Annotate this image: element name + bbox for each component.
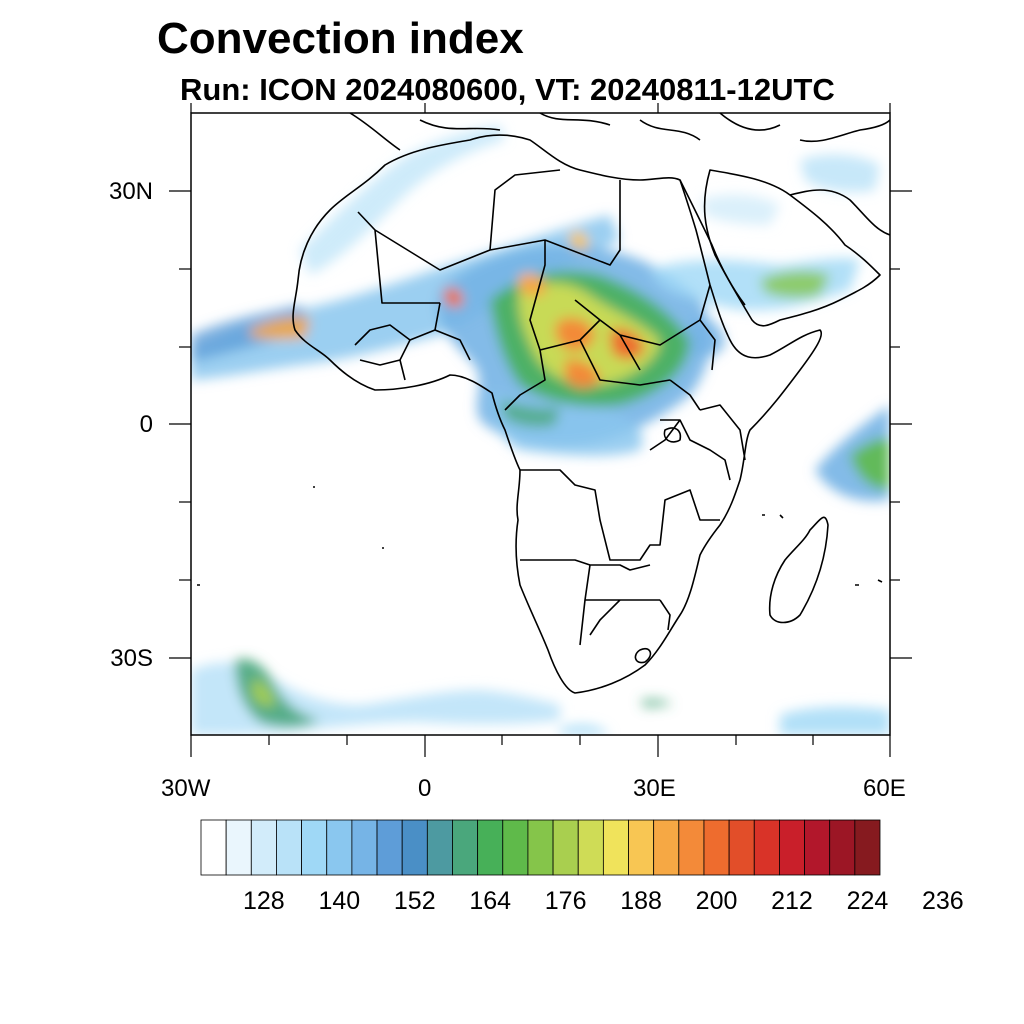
colorbar-label: 224 (846, 887, 889, 915)
x-label-30w: 30W (161, 775, 211, 802)
colorbar-swatch (276, 819, 302, 876)
chart-subtitle: Run: ICON 2024080600, VT: 20240811-12UTC (180, 72, 835, 107)
colorbar-label: 164 (469, 887, 512, 915)
colorbar-swatch (728, 819, 755, 876)
colorbar-swatch (200, 819, 227, 876)
colorbar-swatch (426, 819, 453, 876)
colorbar-swatch (376, 819, 403, 876)
colorbar-swatch (628, 819, 655, 876)
colorbar-swatch (326, 819, 353, 876)
colorbar-swatch (753, 819, 780, 876)
colorbar-swatch (401, 819, 428, 876)
colorbar (200, 819, 881, 876)
colorbar-label: 140 (318, 887, 361, 915)
y-label-30s: 30S (110, 645, 153, 672)
x-label-30e: 30E (633, 775, 676, 802)
colorbar-label: 212 (771, 887, 813, 915)
y-label-30n: 30N (108, 178, 153, 205)
colorbar-swatch (779, 819, 805, 876)
colorbar-label: 152 (393, 887, 436, 915)
colorbar-swatch (602, 819, 629, 876)
colorbar-swatch (653, 819, 680, 876)
colorbar-label: 128 (243, 887, 285, 915)
colorbar-swatch (477, 819, 504, 876)
colorbar-swatch (854, 819, 881, 876)
colorbar-swatch (552, 819, 579, 876)
x-label-60e: 60E (863, 775, 906, 802)
x-label-0: 0 (418, 775, 432, 802)
y-label-0: 0 (139, 411, 153, 438)
colorbar-swatch (678, 819, 705, 876)
colorbar-swatch (351, 819, 378, 876)
colorbar-label: 236 (922, 887, 964, 915)
colorbar-label: 188 (620, 887, 662, 915)
colorbar-swatch (527, 819, 554, 876)
colorbar-swatch (250, 819, 277, 876)
colorbar-swatch (502, 819, 529, 876)
convection-field (191, 125, 890, 735)
colorbar-swatch (452, 819, 479, 876)
coastlines-borders (197, 113, 890, 694)
axis-ticks (169, 103, 912, 757)
colorbar-swatch (301, 819, 328, 876)
colorbar-label: 176 (544, 887, 587, 915)
colorbar-swatch (703, 819, 730, 876)
colorbar-swatch (225, 819, 252, 876)
colorbar-label: 200 (695, 887, 738, 915)
colorbar-swatch (577, 819, 604, 876)
colorbar-swatch (829, 819, 856, 876)
chart-title: Convection index (157, 14, 524, 63)
colorbar-swatch (804, 819, 831, 876)
